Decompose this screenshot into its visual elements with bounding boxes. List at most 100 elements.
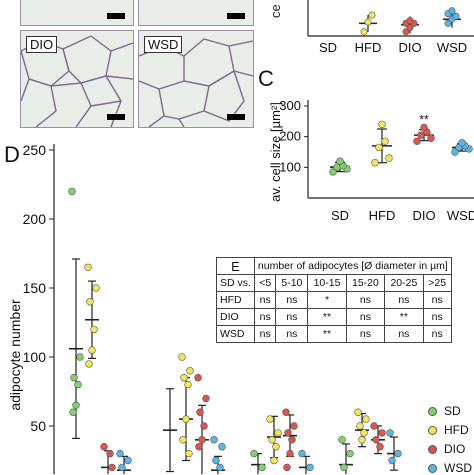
scale-bar — [227, 114, 245, 120]
table-e-cell: ** — [384, 308, 424, 326]
table-e-row-label: WSD — [216, 325, 255, 343]
panel-c-point-hfd — [385, 154, 393, 162]
panel-d-point-hfd — [358, 436, 366, 444]
panel-b-point — [402, 28, 410, 36]
panel-d-point-sd — [72, 401, 80, 409]
legend-marker — [428, 407, 437, 416]
panel-d-point-dio — [200, 422, 208, 430]
table-e-cell: ** — [307, 308, 347, 326]
adipocyte-cells-image — [21, 35, 133, 127]
panel-b-chart: ce SD HFD DIO WSD — [270, 0, 474, 55]
panel-c-significance: ** — [419, 113, 429, 127]
panel-b-point — [368, 11, 376, 19]
panel-d-point-wsd — [124, 456, 132, 465]
scale-bar — [107, 13, 125, 19]
panel-d-point-sd — [76, 353, 84, 361]
micrograph-top-left — [20, 0, 134, 26]
table-e-column-header: 10-15 — [307, 274, 347, 292]
table-e-column-header: <5 — [253, 274, 277, 292]
table-e-column-header: 15-20 — [345, 274, 386, 292]
table-row: HFD ns ns * ns ns ns — [216, 291, 452, 309]
micrograph-wsd: WSD — [138, 30, 254, 128]
panel-d-point-wsd — [394, 449, 402, 458]
panel-d-point-wsd — [218, 443, 226, 451]
panel-letter-e: E — [216, 257, 255, 275]
panel-d-point-hfd — [85, 360, 93, 368]
scale-bar — [227, 13, 245, 19]
table-e-cell: ns — [422, 325, 452, 343]
panel-c-ytick-label: 300 — [279, 98, 301, 113]
panel-c-point-hfd — [381, 137, 389, 145]
panel-d-point-hfd — [86, 298, 94, 306]
panel-c-xtick-hfd: HFD — [369, 208, 396, 223]
table-e-column-header: 20-25 — [384, 274, 424, 292]
panel-d-point-sd — [250, 449, 258, 458]
panel-c-point-dio — [420, 123, 428, 132]
legend-label: WSD — [444, 461, 472, 475]
legend-marker — [428, 464, 437, 473]
panel-d-point-hfd — [178, 353, 186, 361]
table-row: WSD ns ns ** ns ns ns — [216, 325, 452, 343]
panel-b-tick-sd: SD — [319, 40, 337, 55]
panel-d-point-wsd — [306, 463, 314, 472]
panel-b-point — [448, 7, 456, 15]
table-e-cell: ns — [345, 325, 386, 343]
panel-d-point-hfd — [266, 415, 274, 423]
table-e-column-header: >25 — [422, 274, 452, 292]
panel-d-point-dio — [282, 408, 290, 416]
panel-d-point-dio — [198, 436, 206, 444]
panel-d-point-wsd — [298, 449, 306, 458]
panel-d-point-hfd — [268, 436, 276, 444]
panel-b-point — [406, 24, 414, 32]
panel-d-point-sd — [69, 408, 77, 416]
panel-b-point — [452, 12, 460, 20]
panel-d-point-hfd — [272, 443, 280, 451]
panel-d-point-hfd — [186, 367, 194, 375]
panel-d-point-dio — [378, 429, 386, 437]
table-e-cell: ns — [253, 308, 277, 326]
panel-d-point-sd — [70, 374, 78, 382]
panel-d-point-dio — [202, 394, 210, 403]
panel-d-point-dio — [288, 436, 296, 444]
table-e-cell: ns — [275, 308, 309, 326]
micrograph-label-dio: DIO — [26, 36, 58, 53]
panel-b-tick-labels: SD HFD DIO WSD — [319, 40, 467, 55]
panel-d-point-hfd — [179, 436, 187, 444]
table-e-cell: ns — [422, 308, 452, 326]
table-e-columns-row: SD vs. <5 5-10 10-15 15-20 20-25 >25 — [216, 274, 452, 292]
panel-d-point-dio — [194, 374, 202, 382]
panel-c-point-hfd — [378, 120, 386, 129]
panel-c-point-dio — [427, 134, 435, 142]
panel-b-ylabel-fragment: ce — [270, 4, 283, 18]
panel-d-point-dio — [108, 463, 116, 472]
panel-d-point-hfd — [354, 408, 362, 416]
micrograph-label-wsd: WSD — [144, 36, 183, 53]
panel-c-xtick-dio: DIO — [412, 208, 435, 223]
table-e-cell: ns — [275, 291, 309, 309]
table-e-cell: ns — [253, 325, 277, 343]
table-e-cell: ns — [275, 325, 309, 343]
panel-d-point-dio — [376, 443, 384, 451]
panel-c-point-hfd — [371, 159, 379, 167]
panel-d-point-wsd — [388, 456, 396, 465]
panel-d-point-wsd — [212, 456, 220, 465]
micrograph-top-right — [138, 0, 254, 26]
table-e-header: number of adipocytes [Ø diameter in µm] — [253, 257, 452, 275]
panel-d-point-dio — [284, 429, 292, 437]
panel-d-point-hfd — [90, 325, 98, 334]
panel-d-point-hfd — [92, 284, 100, 292]
legend-marker — [428, 445, 437, 454]
panel-c-ylabel: av. cell size [µm²] — [268, 102, 283, 202]
panel-d-ytick-label: 100 — [23, 349, 47, 365]
panel-c-xtick-sd: SD — [331, 208, 349, 223]
panel-c-ytick-label: 200 — [279, 129, 301, 144]
panel-d-point-sd — [346, 449, 354, 458]
panel-d-point-hfd — [270, 456, 278, 465]
panel-c-point-sd — [329, 168, 337, 176]
panel-d-point-hfd — [84, 263, 92, 272]
panel-letter-d: D — [4, 142, 20, 167]
table-e-cell: ns — [384, 291, 424, 309]
panel-d-point-dio — [100, 443, 108, 451]
